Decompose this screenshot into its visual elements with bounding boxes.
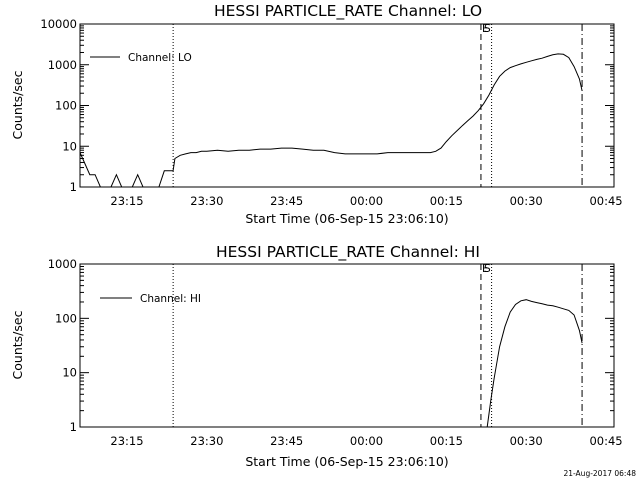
plot-frame	[79, 263, 615, 428]
y-tick-label: 10000	[40, 17, 77, 31]
legend-label: Channel: HI	[140, 293, 201, 305]
y-tick-label: 100	[55, 99, 77, 113]
x-tick-label: 23:45	[270, 194, 303, 208]
y-axis-label: Counts/sec	[10, 310, 25, 379]
x-tick-label: 00:45	[589, 434, 622, 448]
x-tick-label: 23:15	[110, 194, 143, 208]
y-tick-label: 1000	[48, 58, 77, 72]
event-marker-label: S	[484, 23, 491, 35]
x-axis-label: Start Time (06-Sep-15 23:06:10)	[245, 211, 448, 226]
chart-title: HESSI PARTICLE_RATE Channel: HI	[216, 243, 480, 262]
x-tick-label: 00:45	[589, 194, 622, 208]
y-tick-label: 10	[62, 139, 77, 153]
timestamp: 21-Aug-2017 06:48	[563, 469, 636, 478]
y-axis-label: Counts/sec	[10, 70, 25, 139]
y-tick-label: 1000	[48, 257, 77, 271]
series-line	[79, 53, 583, 188]
x-tick-label: 23:30	[190, 194, 223, 208]
event-marker-label: E	[482, 23, 489, 35]
plot-layer: 1 10 100 1000 10000 23:15 23:30 23:45 00:00 00:15…	[40, 17, 622, 208]
event-marker-label: E	[482, 263, 489, 275]
legend-label: Channel: LO	[128, 52, 192, 64]
y-tick-label: 100	[55, 311, 77, 325]
y-tick-label: 1	[70, 420, 77, 434]
chart-panel-lo: HESSI PARTICLE_RATE Channel: LO Start Ti…	[10, 2, 623, 226]
event-marker-label: S	[484, 263, 491, 275]
x-tick-label: 00:15	[430, 434, 463, 448]
x-tick-label: 23:30	[190, 434, 223, 448]
x-tick-label: 23:15	[110, 434, 143, 448]
x-tick-label: 00:00	[350, 194, 383, 208]
chart-panel-hi: HESSI PARTICLE_RATE Channel: HI Start Ti…	[10, 243, 623, 469]
x-axis-label: Start Time (06-Sep-15 23:06:10)	[245, 454, 448, 469]
chart-title: HESSI PARTICLE_RATE Channel: LO	[214, 2, 482, 21]
x-tick-label: 00:00	[350, 434, 383, 448]
series-line	[486, 299, 583, 428]
plot-frame	[79, 23, 615, 188]
x-tick-label: 00:15	[430, 194, 463, 208]
x-tick-label: 23:45	[270, 434, 303, 448]
plot-layer: 1 10 100 1000 23:15 23:30 23:45 00:00 00:15 00:30…	[48, 257, 623, 448]
x-tick-label: 00:30	[510, 434, 543, 448]
y-tick-label: 1	[70, 180, 77, 194]
x-tick-label: 00:30	[510, 194, 543, 208]
y-tick-label: 10	[62, 366, 77, 380]
